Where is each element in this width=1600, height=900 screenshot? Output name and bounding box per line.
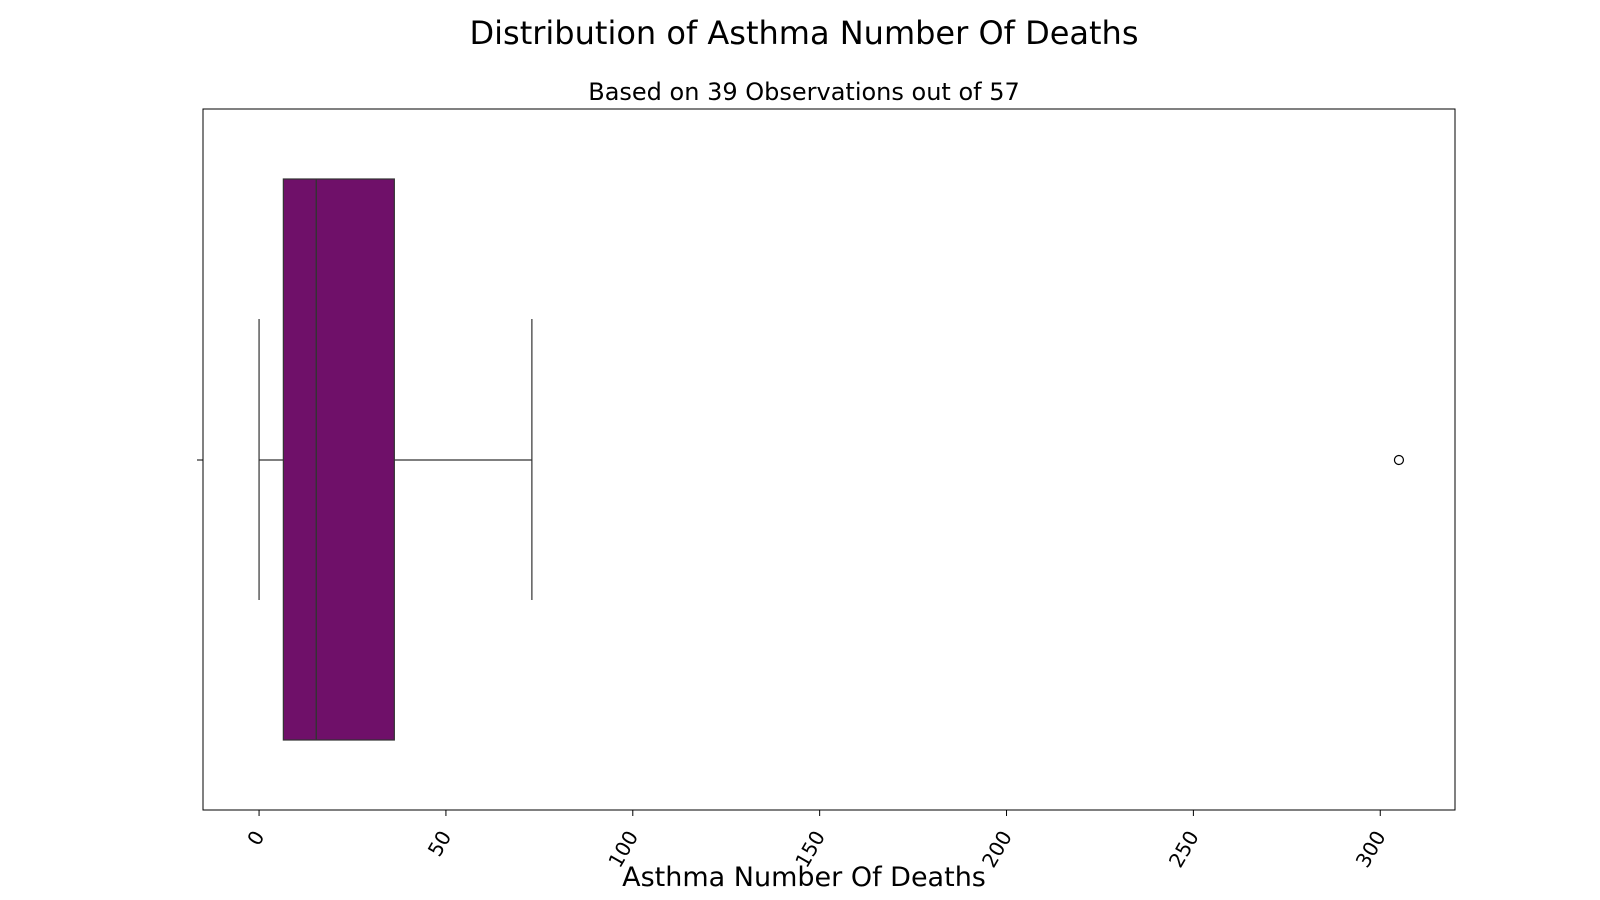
x-tick-label-300: 300: [1351, 827, 1391, 872]
x-tick-label-250: 250: [1164, 827, 1204, 872]
x-tick-label-0: 0: [242, 827, 269, 850]
iqr-box: [282, 178, 395, 741]
chart-title: Distribution of Asthma Number Of Deaths: [470, 14, 1139, 52]
outlier-point-0: [1393, 454, 1405, 466]
x-tick-label-50: 50: [423, 827, 457, 861]
x-axis-label: Asthma Number Of Deaths: [622, 862, 986, 893]
plot-area: 0 50 100 150 200 250 300: [197, 108, 1456, 872]
chart-subtitle: Based on 39 Observations out of 57: [588, 78, 1020, 106]
